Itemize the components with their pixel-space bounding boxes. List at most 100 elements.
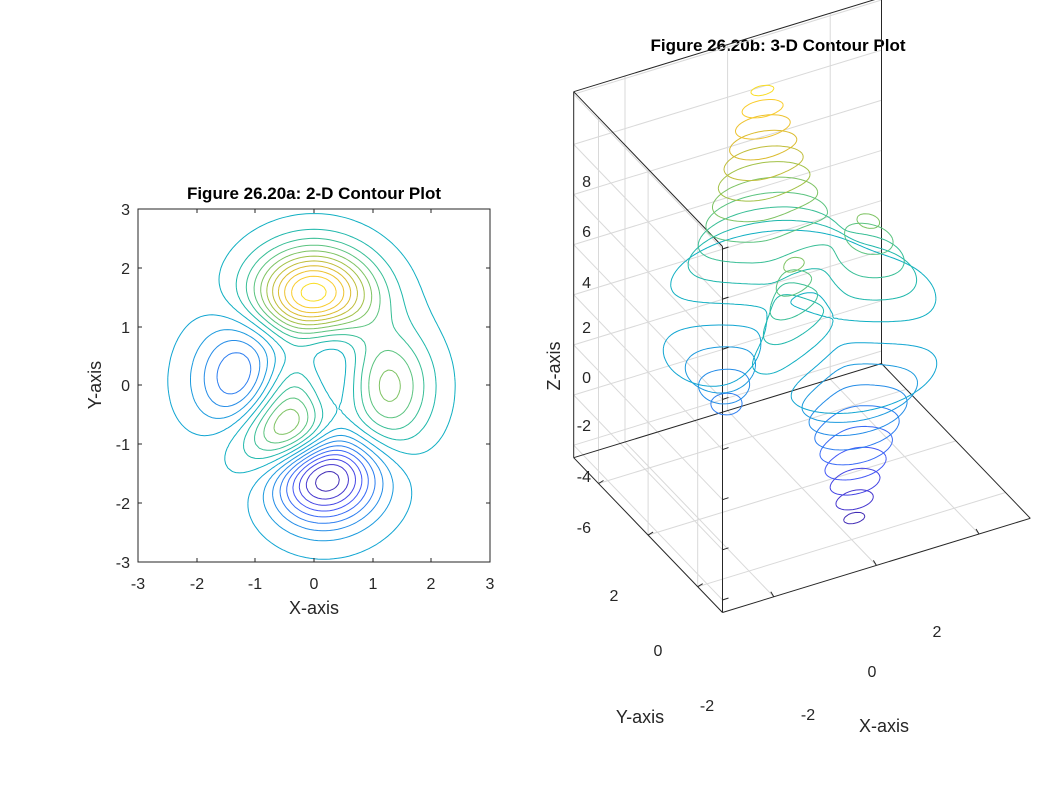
contour-level-line <box>190 329 394 542</box>
x-tick-label: 3 <box>486 576 495 593</box>
y-axis-label-2d: Y-axis <box>85 361 105 409</box>
grid-line <box>573 194 723 350</box>
grid-line <box>573 49 882 145</box>
contour-level-line <box>286 449 369 518</box>
contour-level-line-3d <box>835 489 874 511</box>
contour-level-line <box>277 265 352 318</box>
contour-level-line <box>272 260 358 322</box>
z-tick-label: 6 <box>582 224 591 241</box>
grid-line <box>598 388 907 484</box>
contour-level-line <box>298 458 356 506</box>
y-axis-2d: 3 2 1 0 -1 -2 -3 Y-axis <box>85 202 490 572</box>
grid-line <box>573 294 723 450</box>
contour-level-line-3d <box>729 129 798 161</box>
contour-level-line <box>218 213 456 474</box>
x-tick-label: -1 <box>248 576 262 593</box>
y-tick-mark <box>697 583 703 588</box>
contour-level-line-3d <box>723 145 804 182</box>
contour-lines-3d <box>662 84 938 525</box>
contour-level-line-3d <box>829 467 881 496</box>
y-tick-label: -2 <box>116 496 130 513</box>
contour-level-line-3d <box>819 425 893 466</box>
x-tick-label: 2 <box>427 576 436 593</box>
y-tick-label: -1 <box>116 437 130 454</box>
z-tick-labels: 8 6 4 2 0 -2 -4 -6 <box>577 174 591 537</box>
grid-line <box>647 440 957 536</box>
contour-level-line-3d <box>750 84 775 97</box>
grid-line <box>697 492 1006 588</box>
contour-level-line <box>260 250 401 435</box>
z-tick-mark <box>722 497 729 501</box>
contour-level-line <box>253 244 414 444</box>
z-tick-mark <box>722 547 729 551</box>
contour-level-line-3d <box>712 176 881 273</box>
y-tick-mark <box>598 480 604 484</box>
x-tick-label: 0 <box>868 664 877 681</box>
axis-line <box>573 0 876 93</box>
contour-level-line-3d <box>741 99 784 119</box>
contour-level-line-3d <box>705 191 894 297</box>
axis-line <box>573 91 723 247</box>
grid-line <box>573 244 723 400</box>
z-tick-label: 0 <box>582 370 591 387</box>
y-tick-label: -3 <box>116 555 130 572</box>
grid-line <box>573 93 723 250</box>
x-tick-label: -2 <box>801 707 815 724</box>
y-tick-label: -2 <box>700 698 714 715</box>
contour-level-line <box>167 314 413 560</box>
contour-level-line <box>235 228 437 459</box>
y-tick-mark <box>647 531 654 536</box>
contour-level-line-3d <box>662 324 938 414</box>
y-tick-label: 0 <box>121 378 130 395</box>
x-tick-label: 1 <box>369 576 378 593</box>
grid-line <box>573 344 723 501</box>
contour-level-line <box>305 464 349 500</box>
x-tick-mark <box>975 528 980 535</box>
contour-level-line <box>284 270 345 314</box>
axes-box-3d <box>573 0 1031 613</box>
contour-level-line <box>315 471 340 492</box>
grid-line <box>573 0 882 95</box>
contour-level-line-3d <box>735 114 791 140</box>
x-tick-mark <box>770 591 775 598</box>
z-tick-mark <box>722 597 729 601</box>
chart-3d-title: Figure 26.20b: 3-D Contour Plot <box>650 36 905 55</box>
z-tick-mark <box>722 296 729 300</box>
contour-lines-2d <box>167 213 456 560</box>
axis-line <box>573 363 882 459</box>
contour-level-line <box>300 282 327 302</box>
y-tick-label: 3 <box>121 202 130 219</box>
x-tick-label: 0 <box>310 576 319 593</box>
z-axis-label: Z-axis <box>544 342 564 391</box>
x-tick-mark <box>872 560 877 566</box>
contour-level-line-3d <box>670 229 937 375</box>
contour-level-line-3d <box>843 511 866 525</box>
ticks-3d <box>598 246 980 601</box>
z-tick-label: -6 <box>577 520 591 537</box>
y-axis-label-3d: Y-axis <box>616 707 664 727</box>
y-tick-label: 2 <box>610 588 619 605</box>
grid-line <box>573 99 882 195</box>
y-tick-label: 0 <box>654 643 663 660</box>
contour-level-line <box>292 454 363 512</box>
z-tick-mark <box>722 346 729 350</box>
x-tick-labels-3d: -2 0 2 <box>801 624 942 724</box>
y-tick-labels-3d: 2 0 -2 <box>610 588 715 715</box>
x-axis-label-3d: X-axis <box>859 716 909 736</box>
x-tick-label: -3 <box>131 576 145 593</box>
contour-level-line <box>203 340 384 532</box>
grid-line <box>573 444 723 601</box>
x-tick-label: 2 <box>933 624 942 641</box>
y-tick-label: 1 <box>121 320 130 337</box>
axis-line <box>881 363 1031 519</box>
contour-level-line-3d <box>687 219 918 346</box>
contour-level-line-3d <box>697 206 905 321</box>
z-tick-label: 2 <box>582 320 591 337</box>
grid-3d <box>573 0 1006 601</box>
chart-2d-title: Figure 26.20a: 2-D Contour Plot <box>187 184 441 203</box>
y-tick-label: 2 <box>121 261 130 278</box>
contour-2d-chart: Figure 26.20a: 2-D Contour Plot -3 -2 -1… <box>85 184 495 618</box>
x-axis-label-2d: X-axis <box>289 598 339 618</box>
z-tick-mark <box>722 447 729 451</box>
z-tick-label: -4 <box>577 469 591 486</box>
